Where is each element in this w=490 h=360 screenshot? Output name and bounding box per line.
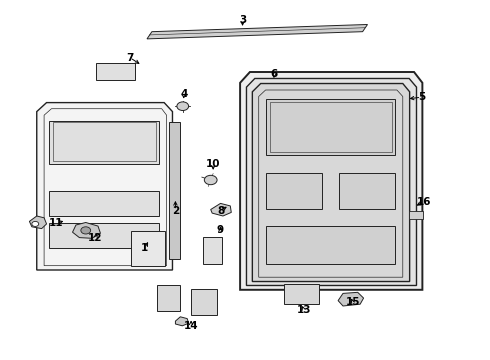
Bar xyxy=(157,285,180,311)
Bar xyxy=(409,211,423,219)
Polygon shape xyxy=(175,317,189,326)
Polygon shape xyxy=(211,203,231,216)
Bar xyxy=(169,122,180,259)
Bar xyxy=(270,102,392,152)
Polygon shape xyxy=(37,103,172,270)
Text: 2: 2 xyxy=(172,206,179,216)
Bar xyxy=(53,122,156,161)
Text: 8: 8 xyxy=(217,206,224,216)
Bar xyxy=(96,63,135,80)
Bar xyxy=(191,289,217,315)
Text: 14: 14 xyxy=(184,321,198,331)
Polygon shape xyxy=(73,222,100,238)
Text: 3: 3 xyxy=(239,15,246,25)
Bar xyxy=(284,284,319,304)
Text: 6: 6 xyxy=(271,69,278,79)
Polygon shape xyxy=(147,24,368,39)
Text: 7: 7 xyxy=(126,53,134,63)
Text: 12: 12 xyxy=(88,233,103,243)
Bar xyxy=(266,99,395,155)
Bar xyxy=(49,223,159,248)
Bar xyxy=(266,226,395,264)
Bar xyxy=(49,191,159,216)
Polygon shape xyxy=(29,216,47,229)
Text: 16: 16 xyxy=(416,197,431,207)
Text: 4: 4 xyxy=(180,89,188,99)
Bar xyxy=(49,121,159,164)
Circle shape xyxy=(204,175,217,185)
Bar xyxy=(203,237,222,264)
Circle shape xyxy=(32,221,39,226)
Polygon shape xyxy=(246,78,416,285)
Circle shape xyxy=(81,227,91,234)
Polygon shape xyxy=(338,292,364,306)
Text: 1: 1 xyxy=(141,243,148,253)
Text: 10: 10 xyxy=(206,159,220,169)
Text: 11: 11 xyxy=(49,218,64,228)
Bar xyxy=(266,173,322,209)
Polygon shape xyxy=(252,84,410,282)
Text: 15: 15 xyxy=(345,297,360,307)
Circle shape xyxy=(177,102,189,111)
Bar xyxy=(131,231,165,266)
Text: 9: 9 xyxy=(217,225,224,235)
Bar xyxy=(339,173,395,209)
Polygon shape xyxy=(240,72,422,290)
Text: 13: 13 xyxy=(296,305,311,315)
Text: 5: 5 xyxy=(418,92,425,102)
